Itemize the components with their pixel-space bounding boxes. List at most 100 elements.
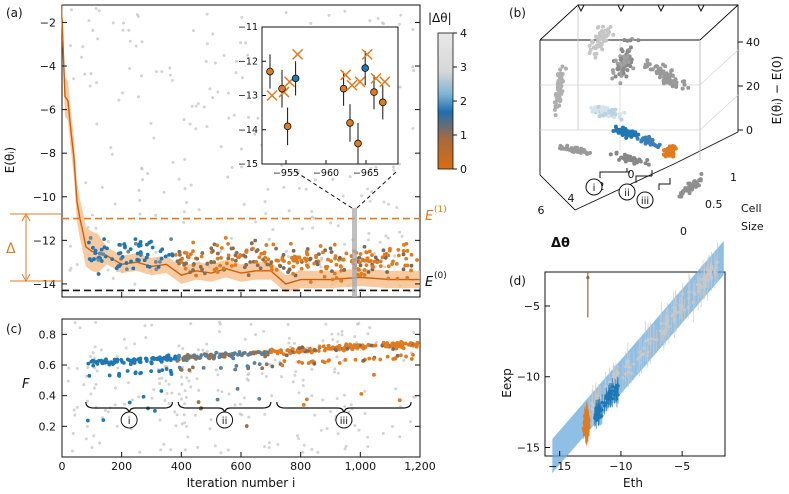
c-colored-point	[101, 418, 106, 422]
c-gray-point	[85, 424, 89, 428]
c-gray-point	[336, 340, 340, 344]
a-colored-point	[269, 268, 274, 272]
c-colored-point	[252, 361, 257, 365]
c-colored-point	[217, 355, 222, 360]
a-gray-point	[397, 22, 401, 26]
a-gray-point	[162, 190, 166, 194]
c-gray-point	[177, 344, 181, 348]
a-colored-point	[186, 255, 191, 260]
c-colored-point	[253, 350, 258, 355]
c-colored-point	[231, 356, 236, 361]
b-point	[596, 105, 601, 110]
c-gray-point	[91, 351, 95, 355]
c-gray-point	[187, 379, 191, 383]
a-colored-point	[191, 249, 195, 253]
c-colored-point	[367, 356, 372, 361]
inset-xtick-label: −955	[273, 168, 299, 179]
a-gray-point	[69, 8, 73, 12]
d-point	[698, 286, 703, 290]
d-point	[667, 324, 671, 329]
a-colored-point	[333, 254, 338, 259]
c-colored-point	[85, 418, 90, 423]
a-colored-point	[338, 264, 343, 269]
a-colored-point	[257, 255, 262, 260]
b-point	[686, 85, 691, 90]
a-gray-point	[121, 91, 125, 95]
a-gray-point	[79, 55, 83, 59]
c-colored-point	[192, 353, 197, 358]
a-colored-point	[209, 259, 214, 264]
a-colored-point	[281, 253, 286, 257]
c-gray-point	[150, 323, 154, 327]
a-colored-point	[154, 267, 159, 272]
a-gray-point	[196, 102, 200, 106]
colorbar-ticks: 0 1 2 3 4	[453, 27, 467, 176]
a-gray-point	[213, 61, 217, 65]
c-gray-point	[84, 437, 88, 441]
c-colored-point	[300, 345, 305, 350]
a-gray-point	[154, 213, 158, 217]
b-point	[573, 145, 578, 150]
panel-d-ticks: −15 −10 −5 −15 −10 −5	[517, 300, 690, 473]
a-gray-point	[234, 59, 238, 63]
c-colored-point	[149, 361, 154, 366]
a-colored-point	[194, 273, 199, 278]
inset-ytick-label: −12	[238, 56, 258, 67]
c-xtick-label: 600	[231, 460, 252, 473]
c-colored-point	[121, 360, 126, 365]
delta-label: Δ	[6, 241, 16, 257]
b-point	[671, 151, 676, 156]
b-point	[628, 156, 633, 161]
svg-text:E: E	[425, 275, 434, 290]
c-colored-point	[285, 348, 290, 353]
a-colored-point	[291, 271, 295, 276]
a-gray-point	[128, 39, 132, 43]
panel-d-x-axis-label: Eth	[623, 476, 643, 490]
b-point	[670, 73, 675, 78]
c-gray-point	[268, 362, 272, 366]
a-gray-point	[399, 13, 403, 17]
a-gray-point	[392, 168, 396, 172]
b-point	[680, 86, 685, 91]
inset-point	[283, 122, 292, 131]
c-colored-point	[403, 341, 408, 346]
c-colored-point	[378, 357, 383, 362]
b-point	[625, 38, 630, 43]
c-gray-point	[95, 369, 99, 373]
a-colored-point	[339, 279, 344, 283]
b-point	[618, 57, 623, 62]
a-colored-point	[415, 258, 419, 262]
c-colored-point	[408, 341, 413, 345]
a-gray-point	[311, 226, 315, 230]
a-gray-point	[149, 121, 153, 125]
b-point	[558, 71, 563, 76]
b-point	[599, 109, 604, 114]
d-ytick-label: −15	[517, 442, 540, 455]
c-gray-point	[263, 445, 267, 449]
a-colored-point	[102, 237, 107, 242]
b-point	[662, 75, 667, 80]
a-gray-point	[182, 220, 186, 224]
a-colored-point	[131, 266, 136, 271]
panel-b-y-label-1: Cell	[741, 202, 762, 215]
c-colored-point	[169, 372, 174, 377]
a-gray-point	[140, 178, 144, 182]
inset-cross-marker	[266, 89, 278, 102]
c-brace-marker-ii	[216, 411, 234, 429]
d-point	[638, 355, 642, 359]
c-xtick-label: 400	[171, 460, 192, 473]
c-gray-point	[412, 330, 416, 334]
b-point	[613, 74, 618, 79]
a-colored-point	[221, 266, 226, 271]
b-point	[624, 135, 629, 140]
a-colored-point	[322, 274, 327, 279]
d-point	[715, 260, 719, 264]
a-gray-point	[222, 53, 226, 57]
a-gray-point	[190, 104, 194, 108]
a-gray-point	[304, 187, 308, 191]
c-xtick-label: 200	[111, 460, 132, 473]
c-colored-point	[136, 357, 141, 361]
inset-point	[361, 64, 370, 72]
a-ytick-label: −14	[33, 278, 56, 291]
c-gray-point	[363, 389, 367, 393]
